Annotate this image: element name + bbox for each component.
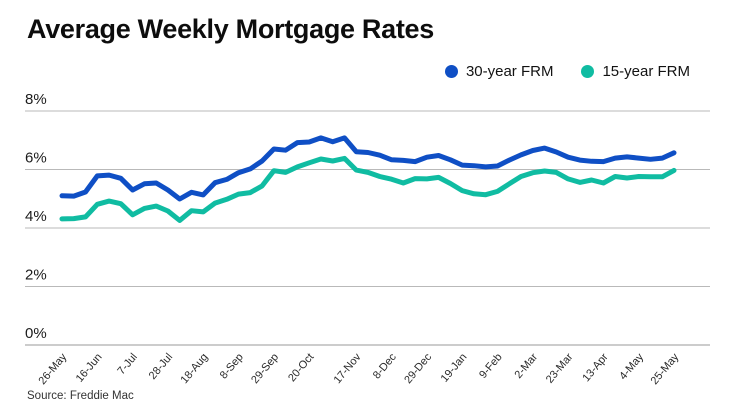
page-title: Average Weekly Mortgage Rates: [27, 14, 434, 44]
x-tick-label: 7-Jul: [115, 351, 140, 377]
x-tick-label: 13-Apr: [580, 351, 611, 384]
x-tick-label: 20-Oct: [286, 351, 316, 384]
x-tick-label: 17-Nov: [332, 351, 364, 386]
x-tick-label: 8-Dec: [371, 351, 399, 382]
chart-legend: 30-year FRM 15-year FRM: [444, 63, 690, 80]
legend-dot-icon: [581, 65, 595, 78]
x-tick-label: 19-Jan: [439, 351, 470, 384]
x-tick-label: 26-May: [37, 351, 70, 387]
x-tick-label: 2-Mar: [512, 351, 540, 381]
x-tick-label: 9-Feb: [477, 351, 505, 381]
y-tick-label: 8%: [25, 91, 47, 108]
series-line-30-year-frm: [59, 135, 677, 202]
x-tick-label: 29-Dec: [402, 351, 434, 386]
x-tick-label: 28-Jul: [147, 351, 175, 382]
x-tick-label: 8-Sep: [218, 351, 246, 381]
y-tick-label: 2%: [25, 267, 47, 284]
legend-label-15-year-frm: 15-year FRM: [602, 63, 690, 80]
legend-item-15-year-frm: 15-year FRM: [581, 63, 690, 80]
x-tick-label: 23-Mar: [544, 351, 576, 386]
x-tick-label: 29-Sep: [249, 351, 281, 386]
x-tick-label: 25-May: [649, 351, 682, 387]
x-tick-label: 4-May: [617, 351, 646, 383]
legend-label-30-year-frm: 30-year FRM: [465, 63, 554, 80]
series-line-15-year-frm: [59, 155, 677, 223]
legend-item-30-year-frm: 30-year FRM: [444, 63, 554, 80]
y-tick-label: 6%: [25, 150, 47, 167]
x-tick-label: 16-Jun: [74, 351, 105, 384]
legend-dot-icon: [444, 65, 458, 78]
y-tick-label: 4%: [25, 208, 47, 225]
source-credit: Source: Freddie Mac: [27, 390, 134, 402]
x-tick-label: 18-Aug: [179, 351, 211, 386]
y-tick-label: 0%: [25, 325, 47, 342]
